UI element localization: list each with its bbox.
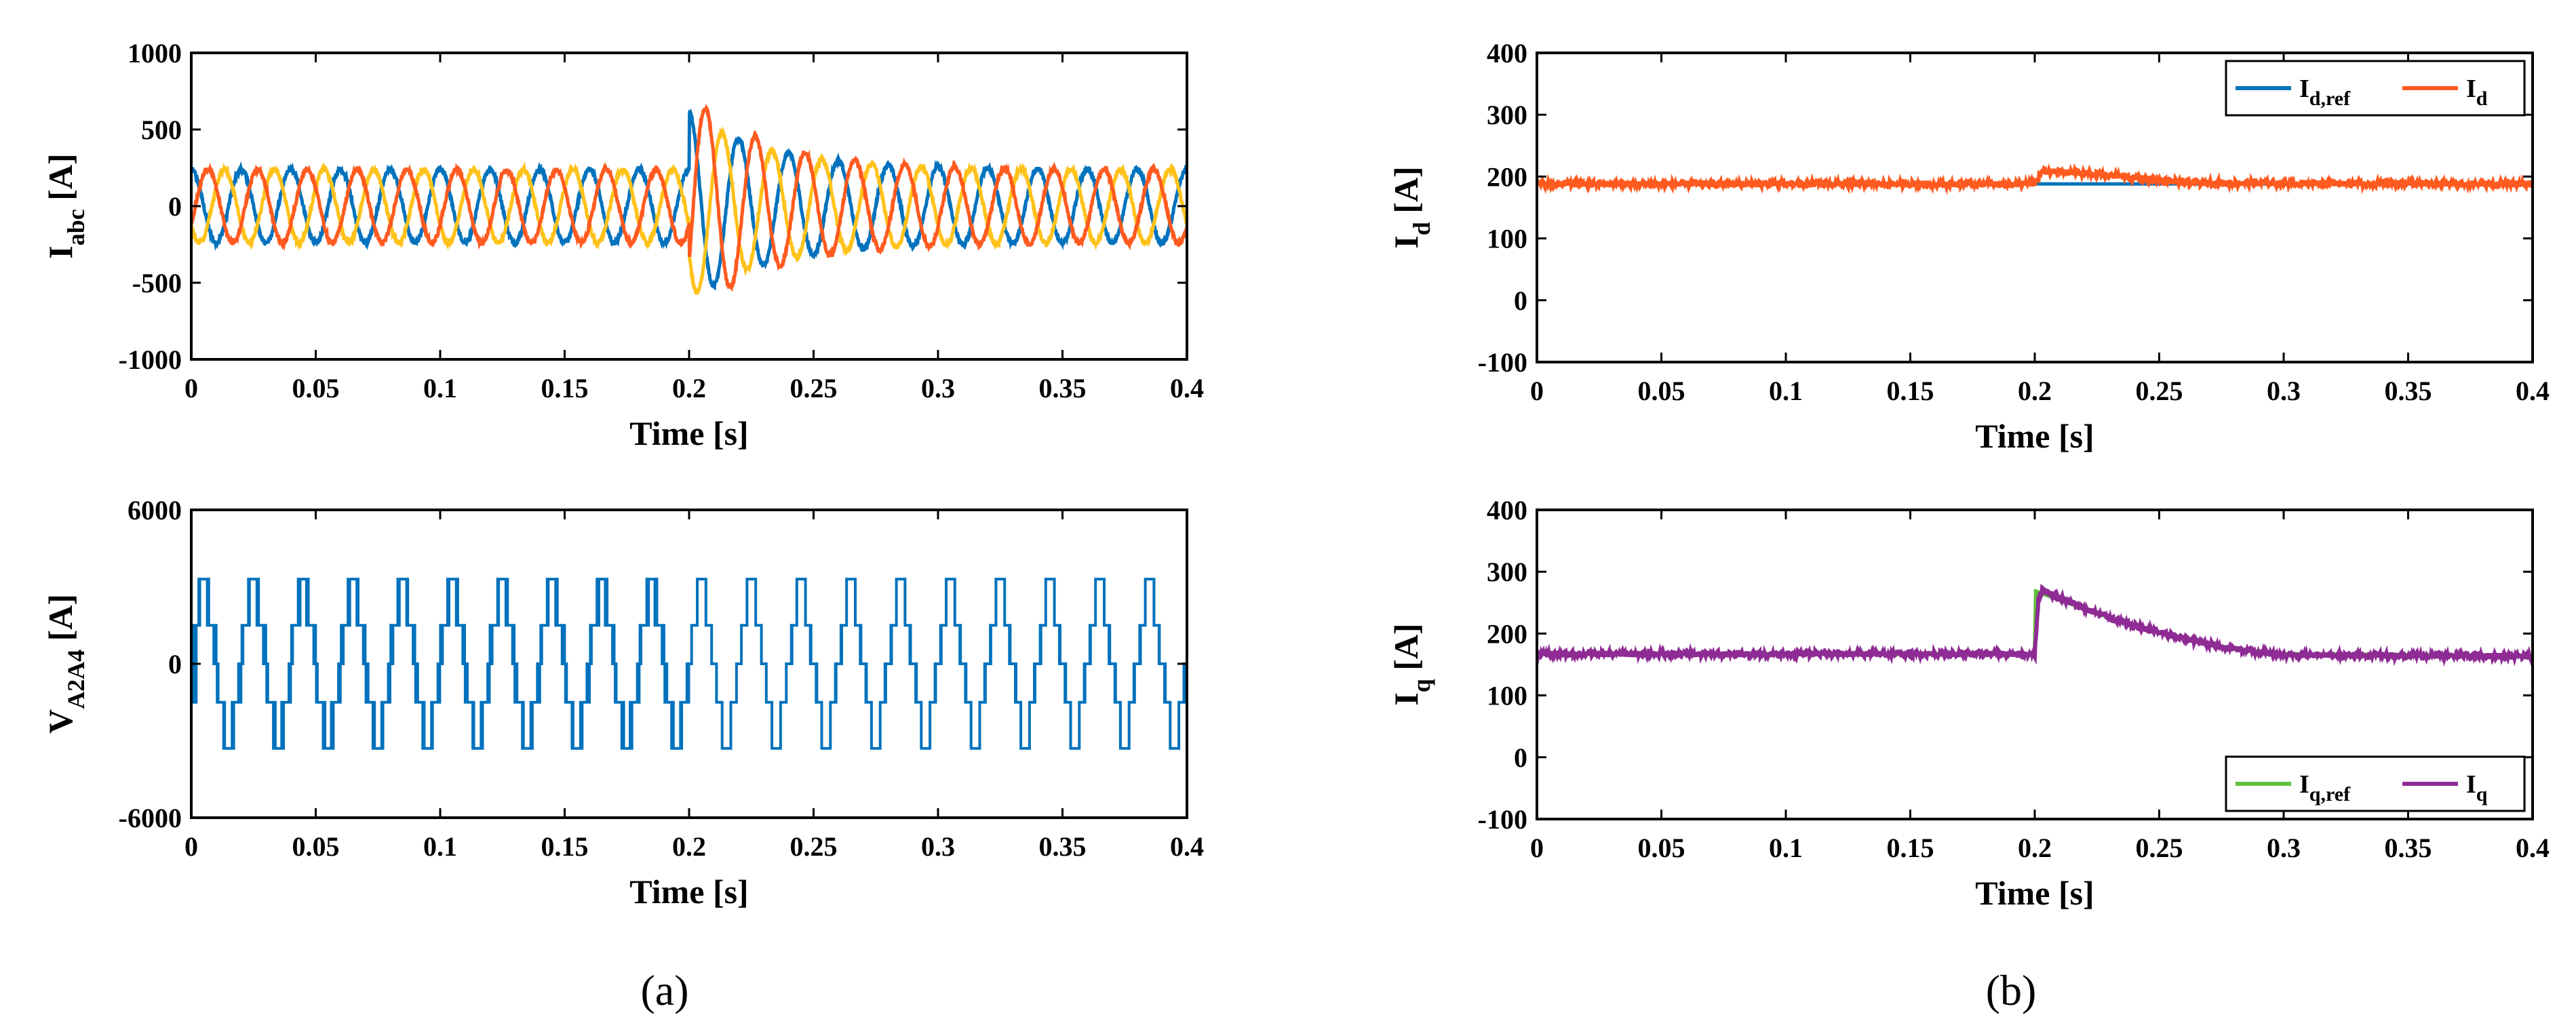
caption-a: (a) [640,966,688,1014]
x-tick-label: 0.15 [1887,833,1934,863]
y-tick-label: 500 [141,115,182,145]
x-tick-label: 0.35 [1039,373,1087,403]
y-tick-label: 100 [1487,681,1527,711]
y-tick-label: 6000 [128,495,182,525]
x-tick-label: 0.05 [292,373,340,403]
y-tick-label: -100 [1478,347,1527,378]
x-tick-label: 0 [1530,833,1544,863]
x-tick-label: 0.15 [1887,376,1934,406]
x-tick-label: 0.2 [672,373,706,403]
x-tick-label: 0.35 [2385,376,2432,406]
y-tick-label: -500 [132,268,182,298]
chart-iq: 0 0.05 0.1 0.15 0.2 0.25 0.3 0.35 0.4 400 300 200 10… [1387,495,2550,912]
legend: Iq,ref Iq [2225,755,2526,812]
y-tick-label: 200 [1487,618,1527,649]
x-tick-label: 0.1 [423,373,457,403]
legend: Id,ref Id [2225,60,2526,117]
y-tick-label: -1000 [119,344,182,375]
caption-b: (b) [1986,966,2037,1014]
legend-label: Iq [2466,770,2488,806]
y-axis-label: Id [A] [1387,166,1435,248]
x-tick-label: 0.2 [2018,833,2052,863]
x-tick-label: 0.35 [1039,831,1087,862]
x-tick-label: 0.4 [1170,373,1204,403]
x-axis-label: Time [s] [1975,874,2094,912]
y-tick-label: 0 [168,649,182,679]
y-tick-label: 1000 [128,38,182,68]
x-tick-label: 0.4 [1170,831,1204,862]
series-line-phase-b [191,104,1187,292]
y-tick-label: 300 [1487,100,1527,130]
x-tick-label: 0.25 [790,831,838,862]
y-axis-label: Iabc [A] [41,153,90,258]
x-axis-label: Time [s] [1975,417,2094,455]
x-axis-label: Time [s] [629,414,748,452]
x-tick-label: 0.05 [292,831,340,862]
x-tick-label: 0.25 [2136,833,2183,863]
y-tick-label: -100 [1478,804,1527,835]
x-tick-label: 0 [184,373,198,403]
chart-va2a4: 0 0.05 0.1 0.15 0.2 0.25 0.3 0.35 0.460000-6000T… [41,495,1204,911]
y-axis-label: VA2A4 [A] [41,594,90,734]
y-tick-label: 0 [1514,742,1527,773]
y-tick-label: 0 [168,191,182,222]
x-tick-label: 0.1 [1769,833,1803,863]
x-tick-label: 0.15 [541,831,589,862]
x-tick-label: 0.35 [2385,833,2432,863]
x-tick-label: 0.2 [2018,376,2052,406]
x-tick-label: 0.3 [921,373,955,403]
legend-label: Id,ref [2299,75,2351,110]
legend-label: Iq,ref [2299,770,2351,806]
series-line-va2a4 [191,578,1187,750]
x-tick-label: 0 [184,831,198,862]
y-tick-label: 0 [1514,285,1527,316]
plot-frame [190,52,1188,361]
x-tick-label: 0.2 [672,831,706,862]
x-tick-label: 0.25 [790,373,838,403]
series-line-q [1537,583,2533,667]
chart-id: 0 0.05 0.1 0.15 0.2 0.25 0.3 0.35 0.4 400 300 200 10… [1387,38,2550,455]
y-axis-label: Iq [A] [1387,623,1435,705]
x-axis-label: Time [s] [629,873,748,911]
y-tick-label: 300 [1487,557,1527,587]
y-tick-label: 400 [1487,38,1527,68]
x-tick-label: 0.4 [2516,833,2550,863]
y-tick-label: 400 [1487,495,1527,525]
x-tick-label: 0.15 [541,373,589,403]
legend-label: Id [2466,75,2488,110]
y-tick-label: 200 [1487,161,1527,192]
chart-iabc: 0 0.05 0.1 0.15 0.2 0.25 0.3 0.35 0.4 1000 500 0 -50… [41,38,1204,452]
y-tick-label: 100 [1487,224,1527,254]
x-tick-label: 0.05 [1638,833,1685,863]
x-tick-label: 0.3 [2267,833,2301,863]
x-tick-label: 0.3 [2267,376,2301,406]
x-tick-label: 0.1 [1769,376,1803,406]
x-tick-label: 0.1 [423,831,457,862]
x-tick-label: 0.4 [2516,376,2550,406]
x-tick-label: 0.3 [921,831,955,862]
y-tick-label: -6000 [119,803,182,833]
x-tick-label: 0.25 [2136,376,2183,406]
x-tick-label: 0 [1530,376,1544,406]
x-tick-label: 0.05 [1638,376,1685,406]
series-line-d [1537,163,2533,195]
